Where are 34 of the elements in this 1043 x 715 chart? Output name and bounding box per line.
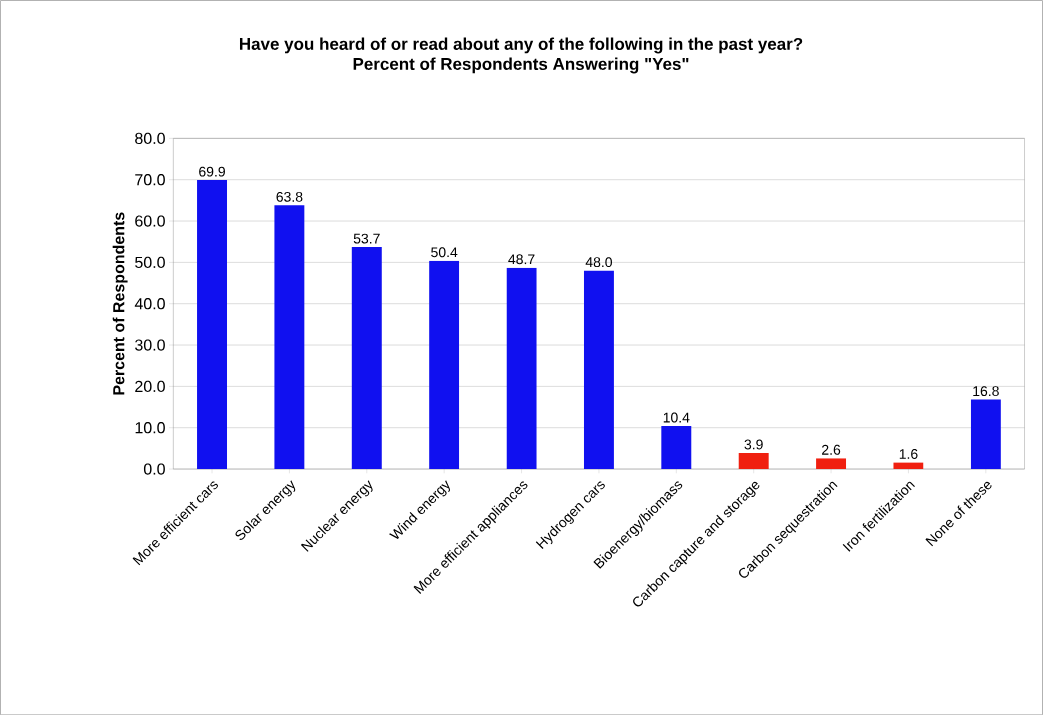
data-label: 3.9 [744, 439, 763, 450]
bar [351, 246, 382, 469]
data-label: 48.7 [508, 254, 535, 265]
bar [893, 462, 924, 469]
y-tick-label: 10.0 [135, 421, 165, 434]
data-label: 2.6 [822, 444, 841, 455]
data-label: 48.0 [585, 257, 612, 267]
bar [816, 458, 847, 469]
bar [197, 179, 228, 469]
data-label: 53.7 [353, 233, 380, 244]
y-tick-label: 50.0 [135, 256, 165, 268]
bar [506, 267, 537, 469]
data-label: 1.6 [899, 448, 918, 459]
y-tick-label: 70.0 [135, 173, 165, 186]
bar [583, 270, 614, 469]
y-tick-label: 0.0 [143, 463, 165, 475]
data-label: 50.4 [431, 247, 458, 258]
chart-title: Have you heard of or read about any of the following in the past year? [239, 37, 803, 54]
data-label: 63.8 [276, 191, 303, 202]
y-axis-title: Percent of Respondents [112, 212, 128, 395]
bar [738, 452, 769, 469]
y-tick-label: 20.0 [135, 380, 165, 392]
bar [970, 399, 1001, 469]
bar [274, 205, 305, 469]
bar [661, 425, 692, 469]
bar [429, 260, 460, 469]
data-label: 10.4 [663, 412, 690, 423]
y-tick-label: 60.0 [135, 215, 165, 227]
chart-subtitle: Percent of Respondents Answering "Yes" [353, 57, 689, 74]
data-label: 69.9 [199, 166, 225, 177]
data-label: 16.8 [973, 386, 999, 396]
y-tick-label: 30.0 [135, 339, 165, 351]
y-tick-label: 40.0 [134, 297, 165, 310]
y-tick-label: 80.0 [135, 132, 165, 144]
